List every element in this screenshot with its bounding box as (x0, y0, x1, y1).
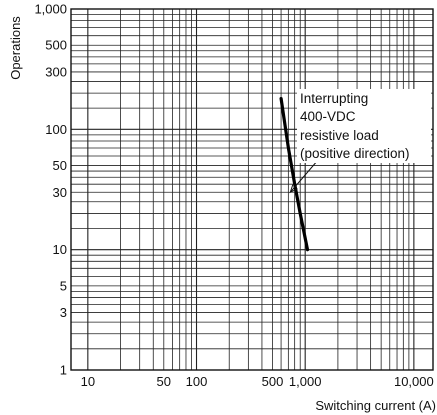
annotation-line-1: Interrupting (300, 91, 368, 106)
x-tick-label: 10,000 (394, 374, 434, 389)
y-tick-label: 100 (45, 122, 67, 137)
y-tick-label: 500 (45, 38, 67, 53)
x-tick-label: 100 (186, 374, 208, 389)
y-tick-label: 1 (60, 363, 67, 378)
annotation-line-3: resistive load (300, 128, 379, 143)
annotation-line-4: (positive direction) (300, 146, 410, 161)
annotation-arrowhead (289, 184, 298, 194)
x-tick-label: 10 (81, 374, 95, 389)
y-tick-label: 5 (60, 278, 67, 293)
plot-frame (70, 8, 434, 371)
y-tick-label: 30 (53, 185, 67, 200)
y-tick-label: 50 (53, 158, 67, 173)
x-tick-label: 1,000 (289, 374, 322, 389)
grid-lines (71, 8, 433, 371)
x-axis-title: Switching current (A) (315, 398, 436, 413)
y-tick-label: 300 (45, 64, 67, 79)
annotation-line-2: 400-VDC (300, 109, 356, 124)
y-tick-label: 3 (60, 305, 67, 320)
x-tick-label: 500 (262, 374, 284, 389)
y-tick-labels: 1 3 5 10 30 50 100 300 500 1,000 (34, 2, 67, 378)
x-tick-label: 50 (157, 374, 171, 389)
x-tick-labels: 10 50 100 500 1,000 10,000 (81, 374, 434, 389)
durability-curve (279, 97, 310, 252)
y-tick-label: 1,000 (34, 2, 67, 17)
annotation-leader-line (289, 159, 319, 193)
y-tick-label: 10 (53, 242, 67, 257)
y-axis-title: Operations (8, 16, 23, 80)
annotation-background (297, 89, 431, 163)
